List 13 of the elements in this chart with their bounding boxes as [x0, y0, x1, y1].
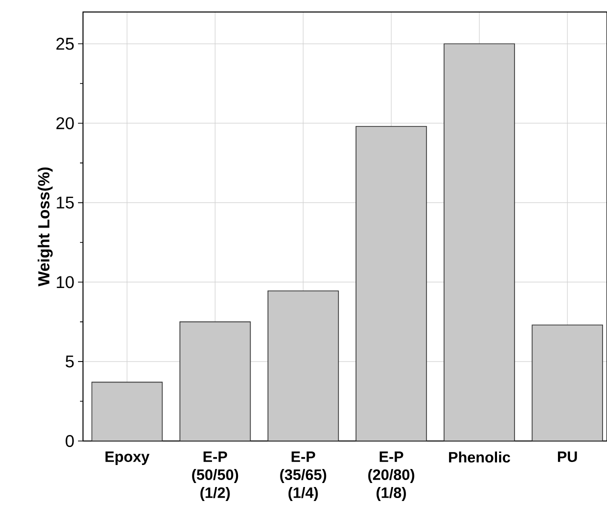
y-tick-label: 20	[56, 117, 74, 130]
x-tick-label: Phenolic	[449, 452, 510, 463]
y-tick-label: 5	[66, 356, 74, 368]
x-tick-label: PU	[558, 452, 577, 462]
y-axis-title: Weight Loss(%)	[38, 167, 53, 286]
y-tick-label: 0	[66, 434, 74, 448]
y-tick-label: 25	[56, 38, 74, 50]
x-tick-label: E-P (35/65) (1/4)	[280, 452, 326, 501]
y-tick-label: 10	[56, 276, 74, 288]
y-tick-label: 15	[56, 196, 74, 209]
x-tick-label: Epoxy	[106, 452, 150, 465]
x-tick-label: E-P (50/50) (1/2)	[192, 452, 238, 501]
x-tick-label: E-P (20/80) (1/8)	[368, 452, 414, 501]
